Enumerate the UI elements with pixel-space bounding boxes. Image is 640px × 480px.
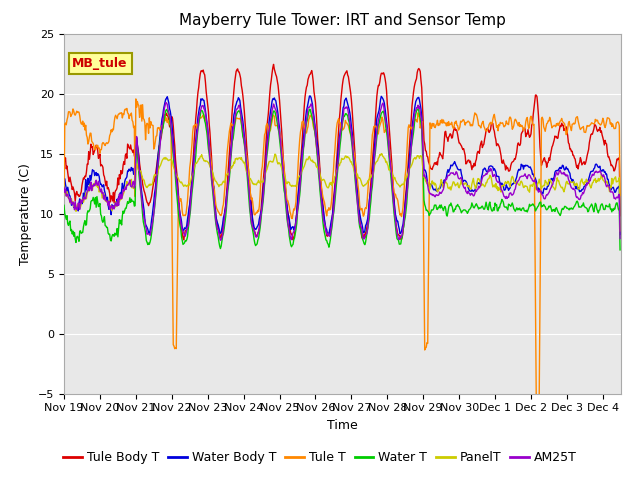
Y-axis label: Temperature (C): Temperature (C) [19, 163, 33, 264]
Text: MB_tule: MB_tule [72, 57, 128, 70]
X-axis label: Time: Time [327, 419, 358, 432]
Legend: Tule Body T, Water Body T, Tule T, Water T, PanelT, AM25T: Tule Body T, Water Body T, Tule T, Water… [58, 446, 582, 469]
Title: Mayberry Tule Tower: IRT and Sensor Temp: Mayberry Tule Tower: IRT and Sensor Temp [179, 13, 506, 28]
